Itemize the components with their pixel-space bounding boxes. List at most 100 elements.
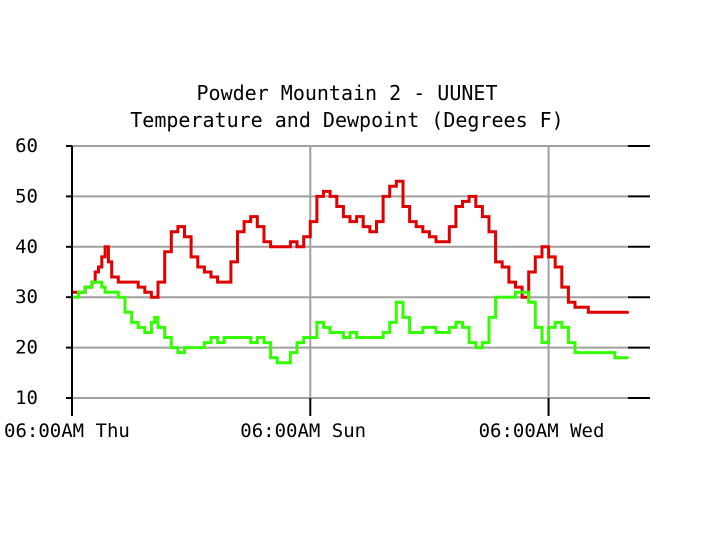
dewpoint-point — [309, 336, 312, 339]
temperature-point — [600, 311, 603, 314]
temperature-point — [302, 235, 305, 238]
temperature-point — [487, 230, 491, 233]
temperature-point — [322, 190, 325, 193]
y-tick-label: 20 — [15, 337, 38, 359]
dewpoint-point — [328, 331, 332, 334]
temperature-point — [401, 205, 405, 208]
dewpoint-point — [269, 356, 272, 359]
dewpoint-series-line — [72, 280, 628, 365]
temperature-point — [262, 240, 266, 243]
temperature-point — [474, 205, 477, 208]
temperature-point — [143, 290, 147, 294]
dewpoint-point — [97, 280, 100, 284]
dewpoint-point — [110, 290, 113, 294]
dewpoint-point — [315, 321, 319, 324]
dewpoint-point — [203, 341, 206, 344]
dewpoint-point — [176, 351, 180, 354]
dewpoint-point — [236, 336, 239, 339]
dewpoint-point — [626, 356, 630, 359]
dewpoint-point — [560, 326, 564, 329]
series-lines — [70, 179, 630, 365]
dewpoint-point — [153, 316, 156, 319]
dewpoint-point — [481, 341, 484, 344]
temperature-point — [580, 306, 583, 309]
temperature-point — [547, 255, 550, 259]
y-tick-label: 60 — [15, 135, 38, 157]
temperature-point — [242, 220, 246, 223]
dewpoint-point — [547, 326, 550, 329]
dewpoint-point — [527, 301, 530, 304]
temperature-point — [448, 225, 451, 228]
dewpoint-point — [454, 321, 458, 324]
temperature-point — [269, 245, 272, 248]
temperature-point — [256, 225, 259, 228]
dewpoint-point — [408, 331, 411, 334]
dewpoint-point — [474, 346, 477, 349]
temperature-point — [375, 220, 378, 223]
temperature-point — [534, 255, 537, 259]
dewpoint-point — [256, 336, 259, 339]
temperature-point — [117, 280, 120, 284]
y-tick-label: 40 — [15, 236, 38, 258]
dewpoint-point — [90, 280, 94, 284]
dewpoint-point — [487, 316, 491, 319]
dewpoint-point — [362, 336, 365, 339]
temperature-point — [136, 285, 140, 289]
dewpoint-point — [494, 296, 497, 299]
dewpoint-point — [249, 341, 252, 344]
temperature-point — [348, 220, 352, 223]
temperature-point — [282, 245, 286, 248]
dewpoint-point — [107, 290, 110, 294]
dewpoint-point — [156, 326, 160, 329]
dewpoint-point — [448, 326, 451, 329]
temperature-point — [130, 280, 133, 284]
dewpoint-point — [606, 351, 610, 354]
dewpoint-point — [567, 341, 570, 344]
temperature-point — [93, 270, 97, 274]
temperature-point — [514, 285, 517, 289]
chart-title: Powder Mountain 2 - UUNET — [196, 81, 497, 105]
dewpoint-point — [401, 316, 405, 319]
dewpoint-point — [587, 351, 590, 354]
dewpoint-point — [84, 285, 87, 289]
y-tick-label: 30 — [15, 286, 38, 308]
temperature-point — [183, 235, 186, 238]
temperature-point — [626, 311, 630, 314]
dewpoint-point — [100, 285, 103, 289]
temperature-point — [520, 296, 524, 299]
temperature-point — [408, 220, 411, 223]
temperature-point — [381, 195, 385, 198]
x-tick-label: 06:00AM Wed — [479, 420, 605, 442]
temperature-point — [481, 215, 484, 218]
temperature-point — [540, 245, 544, 248]
dewpoint-point — [183, 346, 186, 349]
dewpoint-point — [342, 336, 345, 339]
temperature-point — [249, 215, 252, 218]
dewpoint-point — [223, 336, 226, 339]
dewpoint-point — [170, 346, 173, 349]
temperature-point — [606, 311, 610, 314]
temperature-point — [123, 280, 127, 284]
temperature-point — [507, 280, 511, 284]
dewpoint-point — [103, 290, 107, 294]
temperature-point — [156, 280, 160, 284]
temperature-point — [163, 250, 166, 254]
dewpoint-point — [620, 356, 623, 359]
temperature-point — [620, 311, 623, 314]
dewpoint-point — [593, 351, 597, 354]
dewpoint-point — [282, 361, 286, 364]
dewpoint-point — [375, 336, 378, 339]
dewpoint-point — [520, 290, 524, 294]
dewpoint-point — [467, 341, 471, 344]
dewpoint-point — [216, 341, 219, 344]
temperature-point — [203, 270, 206, 274]
dewpoint-point — [209, 336, 213, 339]
dewpoint-point — [573, 351, 577, 354]
temperature-point — [176, 225, 180, 228]
temperature-point — [421, 230, 425, 233]
temperature-point — [368, 230, 372, 233]
temperature-point — [216, 280, 219, 284]
dewpoint-point — [580, 351, 583, 354]
dewpoint-point — [130, 321, 133, 324]
dewpoint-point — [613, 356, 616, 359]
